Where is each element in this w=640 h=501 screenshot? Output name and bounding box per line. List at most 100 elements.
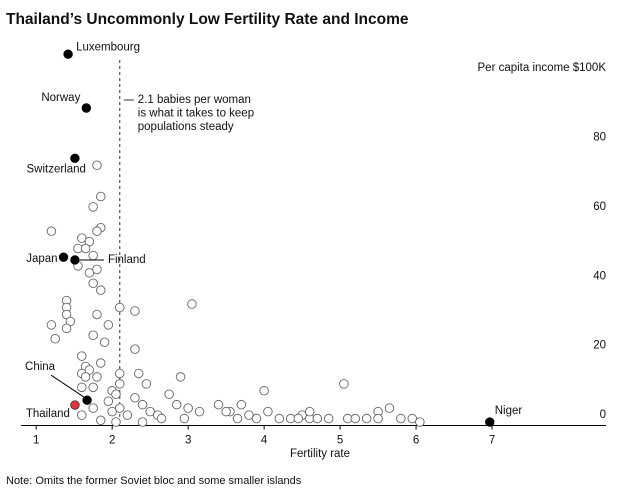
point — [77, 351, 87, 361]
point — [134, 368, 144, 379]
point — [251, 413, 262, 424]
point — [323, 413, 334, 424]
y-tick-label: 60 — [593, 201, 606, 213]
point — [96, 415, 106, 426]
point — [274, 413, 285, 424]
labeled-point — [58, 252, 69, 262]
point — [141, 379, 152, 389]
point — [84, 268, 95, 278]
point — [92, 226, 102, 236]
point — [130, 344, 140, 354]
labeled-point — [82, 395, 92, 405]
point — [373, 413, 383, 424]
point — [259, 386, 269, 396]
point — [115, 302, 125, 313]
point — [88, 278, 98, 288]
point — [46, 226, 57, 236]
point — [396, 413, 406, 424]
point-label: Finland — [108, 254, 146, 266]
point — [130, 306, 140, 316]
point — [236, 399, 247, 410]
point — [77, 410, 87, 420]
point — [137, 399, 148, 410]
labeled-point — [485, 417, 495, 427]
point — [46, 320, 57, 330]
y-tick-label: 20 — [593, 340, 606, 352]
point — [130, 392, 140, 403]
x-tick-label: 6 — [413, 435, 419, 447]
point — [339, 379, 349, 389]
labeled-point — [63, 49, 73, 59]
point-label: Japan — [26, 253, 57, 265]
note: Note: Omits the former Soviet bloc and s… — [6, 475, 302, 487]
point — [183, 403, 193, 413]
point-label: Switzerland — [26, 163, 85, 175]
point — [175, 372, 186, 382]
point — [99, 337, 110, 347]
point — [77, 233, 87, 243]
chart-title: Thailand’s Uncommonly Low Fertility Rate… — [6, 11, 409, 28]
labeled-point — [70, 255, 80, 265]
point — [92, 160, 102, 171]
labeled-point — [70, 400, 80, 410]
point — [77, 382, 87, 393]
point — [194, 406, 205, 417]
point — [179, 413, 190, 424]
reference-text: populations steady — [138, 121, 234, 133]
point — [244, 410, 254, 420]
labeled-point — [70, 153, 80, 164]
labeled-point — [81, 103, 92, 113]
y-tick-label: 80 — [593, 131, 606, 143]
point — [80, 243, 91, 254]
x-tick-label: 3 — [185, 435, 191, 447]
point — [61, 323, 72, 334]
point — [92, 264, 102, 275]
x-tick-label: 7 — [489, 435, 495, 447]
point — [115, 403, 125, 413]
point — [88, 382, 98, 393]
x-tick-label: 2 — [109, 435, 115, 447]
y-tick-label: Per capita income $100K — [478, 62, 607, 74]
point — [293, 413, 304, 424]
point — [384, 403, 395, 413]
y-tick-label: 0 — [600, 409, 606, 421]
point — [111, 389, 121, 400]
point — [407, 413, 418, 424]
point — [96, 285, 106, 295]
point — [137, 417, 148, 427]
point — [103, 320, 114, 330]
point — [92, 372, 102, 382]
point — [350, 413, 361, 424]
point-label: Luxembourg — [76, 41, 140, 53]
point-label: Thailand — [26, 408, 70, 420]
point — [96, 191, 106, 202]
point — [88, 403, 98, 413]
point — [304, 406, 315, 417]
point — [145, 406, 155, 417]
point — [232, 413, 243, 424]
point — [122, 410, 133, 420]
point — [187, 299, 197, 309]
reference-text: is what it takes to keep — [138, 108, 254, 120]
x-axis-label: Fertility rate — [290, 448, 350, 460]
point — [361, 413, 372, 424]
label-leader — [50, 374, 85, 398]
point — [103, 396, 114, 406]
x-tick-label: 1 — [33, 435, 39, 447]
point — [107, 406, 117, 417]
point — [92, 309, 102, 320]
point-label: Niger — [495, 405, 523, 417]
point — [88, 202, 98, 212]
point — [115, 368, 125, 379]
point — [115, 379, 125, 389]
point — [221, 406, 231, 417]
reference-text: 2.1 babies per woman — [138, 94, 251, 106]
point — [263, 406, 273, 417]
point — [415, 417, 425, 427]
point — [164, 389, 174, 400]
point — [88, 250, 98, 261]
point — [156, 413, 167, 424]
y-tick-label: 40 — [593, 270, 606, 282]
point — [213, 399, 224, 410]
